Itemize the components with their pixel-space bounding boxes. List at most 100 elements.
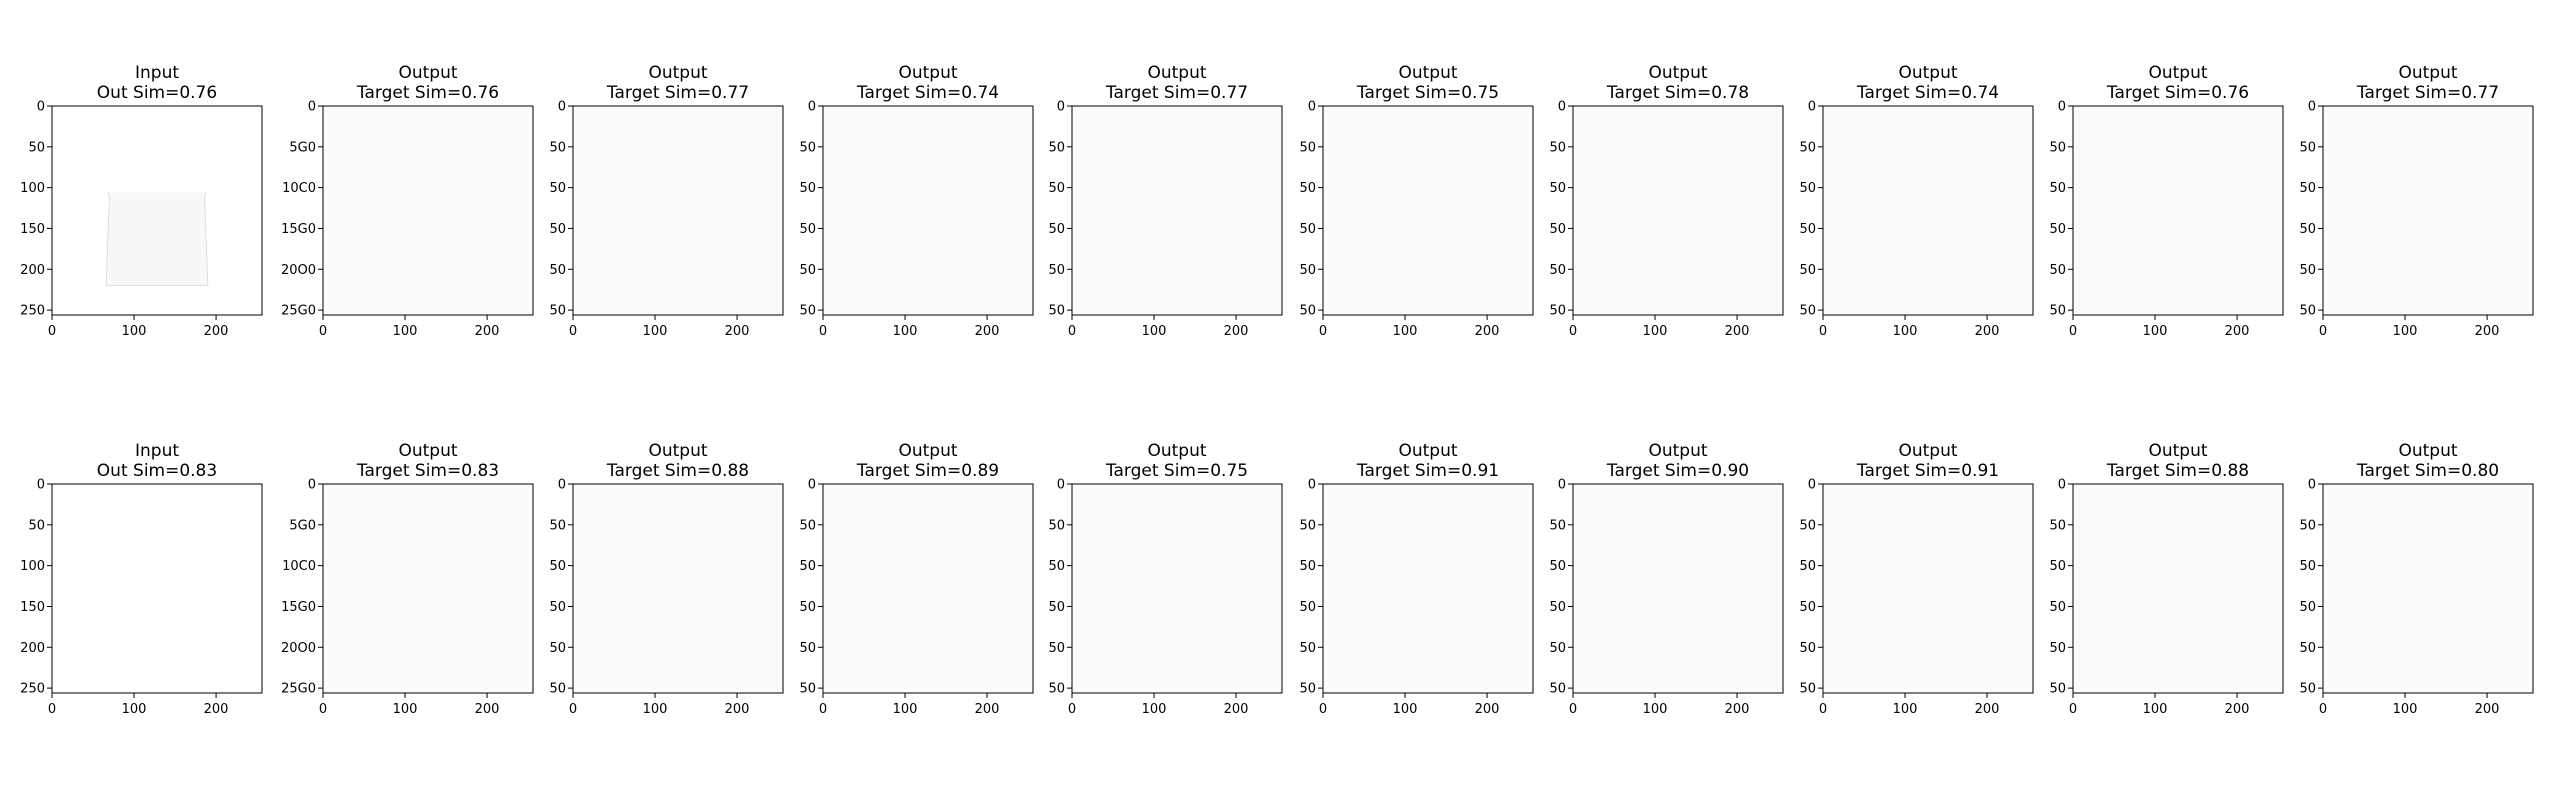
y-tick-label: 50 — [799, 641, 816, 656]
image-background — [1072, 484, 1282, 693]
y-tick-label: 50 — [1048, 518, 1065, 533]
subplot-similarity-label: Target Sim=0.74 — [856, 83, 999, 103]
subplot-similarity-label: Target Sim=0.77 — [2356, 83, 2499, 103]
y-tick-label: 50 — [1299, 181, 1316, 196]
y-tick-label: 250 — [20, 304, 45, 319]
image-background — [1573, 484, 1783, 693]
image-background — [2323, 106, 2533, 315]
subplot-similarity-label: Target Sim=0.91 — [1356, 461, 1499, 481]
y-tick-label: 10C0 — [282, 559, 316, 574]
y-tick-label: 50 — [1799, 600, 1816, 615]
y-tick-label: 50 — [1299, 600, 1316, 615]
subplot-similarity-label: Target Sim=0.83 — [356, 461, 499, 481]
y-tick-label: 50 — [2299, 222, 2316, 237]
subplot-title: Output — [1898, 441, 1957, 461]
x-tick-label: 0 — [48, 702, 56, 717]
y-tick-label: 50 — [1299, 682, 1316, 697]
x-tick-label: 200 — [1475, 324, 1500, 339]
y-tick-label: 50 — [1299, 641, 1316, 656]
y-tick-label: 0 — [308, 100, 316, 115]
x-tick-label: 100 — [1142, 702, 1167, 717]
axes-frame — [822, 483, 1034, 694]
image-background — [1323, 484, 1533, 693]
y-tick-label: 50 — [549, 682, 566, 697]
x-tick-label: 0 — [2319, 324, 2327, 339]
image-background — [2073, 484, 2283, 693]
y-tick-label: 50 — [1299, 140, 1316, 155]
y-tick-label: 50 — [2299, 181, 2316, 196]
y-tick-label: 50 — [1299, 518, 1316, 533]
x-tick-label: 100 — [2393, 324, 2418, 339]
x-tick-label: 0 — [1068, 702, 1076, 717]
y-tick-label: 50 — [2049, 181, 2066, 196]
y-tick-label: 0 — [1308, 100, 1316, 115]
y-tick-label: 50 — [799, 304, 816, 319]
subplot-similarity-label: Target Sim=0.75 — [1356, 83, 1499, 103]
subplot-similarity-label: Target Sim=0.78 — [1606, 83, 1749, 103]
x-tick-label: 200 — [1975, 324, 2000, 339]
y-tick-label: 50 — [1799, 682, 1816, 697]
x-tick-label: 200 — [725, 324, 750, 339]
subplot-similarity-label: Target Sim=0.75 — [1105, 461, 1248, 481]
x-tick-label: 200 — [975, 702, 1000, 717]
y-tick-label: 50 — [2299, 304, 2316, 319]
y-tick-label: 0 — [37, 478, 45, 493]
axes-frame — [51, 105, 263, 316]
y-tick-label: 0 — [2058, 478, 2066, 493]
y-tick-label: 50 — [2299, 641, 2316, 656]
y-tick-label: 150 — [20, 222, 45, 237]
y-tick-label: 50 — [2299, 140, 2316, 155]
y-tick-label: 50 — [549, 559, 566, 574]
y-tick-label: 50 — [2299, 600, 2316, 615]
axes-frame — [322, 105, 534, 316]
y-tick-label: 0 — [558, 478, 566, 493]
subplot-similarity-label: Out Sim=0.76 — [97, 83, 217, 103]
image-background — [52, 484, 262, 693]
y-tick-label: 50 — [1048, 682, 1065, 697]
x-tick-label: 100 — [1643, 324, 1668, 339]
axes-frame — [1071, 483, 1283, 694]
x-tick-label: 200 — [725, 702, 750, 717]
x-tick-label: 0 — [1319, 702, 1327, 717]
y-tick-label: 50 — [1549, 222, 1566, 237]
subplot-similarity-label: Target Sim=0.91 — [1856, 461, 1999, 481]
x-tick-label: 200 — [2475, 702, 2500, 717]
y-tick-label: 0 — [37, 100, 45, 115]
y-tick-label: 50 — [799, 682, 816, 697]
y-tick-label: 50 — [1549, 559, 1566, 574]
y-tick-label: 50 — [799, 263, 816, 278]
y-tick-label: 50 — [2049, 263, 2066, 278]
x-tick-label: 0 — [819, 702, 827, 717]
x-tick-label: 100 — [643, 702, 668, 717]
y-tick-label: 50 — [2049, 518, 2066, 533]
y-tick-label: 50 — [28, 518, 45, 533]
subplot-similarity-label: Target Sim=0.74 — [1856, 83, 1999, 103]
y-tick-label: 10C0 — [282, 181, 316, 196]
subplot-title: Output — [398, 441, 457, 461]
y-tick-label: 50 — [549, 140, 566, 155]
y-tick-label: 50 — [1549, 304, 1566, 319]
subplot-similarity-label: Target Sim=0.88 — [2106, 461, 2249, 481]
subplot-title: Output — [898, 441, 957, 461]
image-background — [1323, 106, 1533, 315]
y-tick-label: 50 — [1299, 263, 1316, 278]
y-tick-label: 50 — [1549, 641, 1566, 656]
x-tick-label: 0 — [1569, 324, 1577, 339]
y-tick-label: 15G0 — [281, 600, 316, 615]
y-tick-label: 0 — [1057, 478, 1065, 493]
axes-frame — [322, 483, 534, 694]
y-tick-label: 50 — [549, 263, 566, 278]
axes-frame — [1071, 105, 1283, 316]
subplot-similarity-label: Target Sim=0.90 — [1606, 461, 1749, 481]
axes-frame — [572, 483, 784, 694]
y-tick-label: 250 — [20, 682, 45, 697]
y-tick-label: 50 — [1799, 559, 1816, 574]
x-tick-label: 200 — [2225, 702, 2250, 717]
image-background — [323, 106, 533, 315]
x-tick-label: 100 — [893, 702, 918, 717]
